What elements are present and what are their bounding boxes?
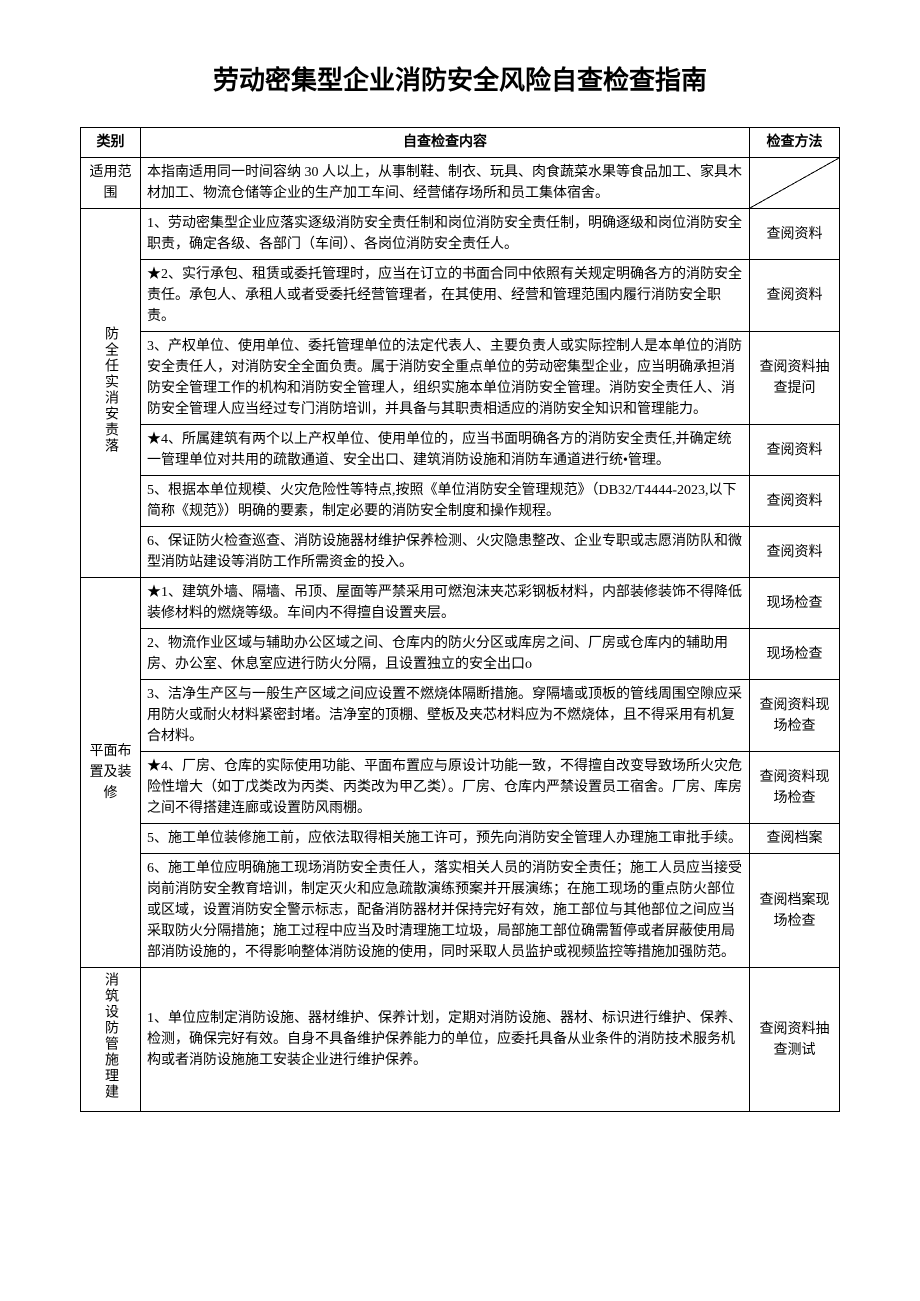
method-cell: 查阅档案 (750, 824, 840, 854)
table-row: 6、保证防火检查巡查、消防设施器材维护保养检测、火灾隐患整改、企业专职或志愿消防… (81, 527, 840, 578)
header-method: 检查方法 (750, 128, 840, 158)
table-row: ★4、所属建筑有两个以上产权单位、使用单位的，应当书面明确各方的消防安全责任,并… (81, 425, 840, 476)
category-cell: 消筑设防管施理建 (81, 968, 141, 1112)
table-row: ★2、实行承包、租赁或委托管理时，应当在订立的书面合同中依照有关规定明确各方的消… (81, 260, 840, 332)
content-cell: ★1、建筑外墙、隔墙、吊顶、屋面等严禁采用可燃泡沫夹芯彩钢板材料，内部装修装饰不… (141, 578, 750, 629)
method-cell: 查阅资料 (750, 260, 840, 332)
table-row: 防全任实消安责落1、劳动密集型企业应落实逐级消防安全责任制和岗位消防安全责任制，… (81, 209, 840, 260)
method-cell: 查阅资料 (750, 425, 840, 476)
method-cell: 现场检查 (750, 578, 840, 629)
content-cell: 6、施工单位应明确施工现场消防安全责任人，落实相关人员的消防安全责任；施工人员应… (141, 854, 750, 968)
content-cell: ★4、所属建筑有两个以上产权单位、使用单位的，应当书面明确各方的消防安全责任,并… (141, 425, 750, 476)
header-category: 类别 (81, 128, 141, 158)
category-label: 消筑设防管施理建 (100, 972, 121, 1100)
content-cell: ★2、实行承包、租赁或委托管理时，应当在订立的书面合同中依照有关规定明确各方的消… (141, 260, 750, 332)
method-cell: 查阅资料 (750, 209, 840, 260)
content-cell: 本指南适用同一时间容纳 30 人以上，从事制鞋、制衣、玩具、肉食蔬菜水果等食品加… (141, 158, 750, 209)
method-cell: 查阅资料抽查提问 (750, 332, 840, 425)
content-cell: 3、产权单位、使用单位、委托管理单位的法定代表人、主要负责人或实际控制人是本单位… (141, 332, 750, 425)
table-row: 6、施工单位应明确施工现场消防安全责任人，落实相关人员的消防安全责任；施工人员应… (81, 854, 840, 968)
table-row: 5、施工单位装修施工前，应依法取得相关施工许可，预先向消防安全管理人办理施工审批… (81, 824, 840, 854)
category-label: 防全任实消安责落 (100, 326, 121, 454)
content-cell: 6、保证防火检查巡查、消防设施器材维护保养检测、火灾隐患整改、企业专职或志愿消防… (141, 527, 750, 578)
category-cell: 防全任实消安责落 (81, 209, 141, 578)
content-cell: 2、物流作业区域与辅助办公区域之间、仓库内的防火分区或库房之间、厂房或仓库内的辅… (141, 629, 750, 680)
content-cell: 3、洁净生产区与一般生产区域之间应设置不燃烧体隔断措施。穿隔墙或顶板的管线周围空… (141, 680, 750, 752)
table-header-row: 类别 自查检查内容 检查方法 (81, 128, 840, 158)
method-cell: 现场检查 (750, 629, 840, 680)
table-body: 适用范围本指南适用同一时间容纳 30 人以上，从事制鞋、制衣、玩具、肉食蔬菜水果… (81, 158, 840, 1112)
header-content: 自查检查内容 (141, 128, 750, 158)
content-cell: 1、劳动密集型企业应落实逐级消防安全责任制和岗位消防安全责任制，明确逐级和岗位消… (141, 209, 750, 260)
table-row: 3、洁净生产区与一般生产区域之间应设置不燃烧体隔断措施。穿隔墙或顶板的管线周围空… (81, 680, 840, 752)
method-cell: 查阅档案现场检查 (750, 854, 840, 968)
method-cell: 查阅资料现场检查 (750, 680, 840, 752)
content-cell: 1、单位应制定消防设施、器材维护、保养计划，定期对消防设施、器材、标识进行维护、… (141, 968, 750, 1112)
inspection-table: 类别 自查检查内容 检查方法 适用范围本指南适用同一时间容纳 30 人以上，从事… (80, 127, 840, 1112)
table-row: 平面布置及装修★1、建筑外墙、隔墙、吊顶、屋面等严禁采用可燃泡沫夹芯彩钢板材料，… (81, 578, 840, 629)
content-cell: 5、根据本单位规模、火灾危险性等特点,按照《单位消防安全管理规范》（DB32/T… (141, 476, 750, 527)
method-cell: 查阅资料现场检查 (750, 752, 840, 824)
method-cell: 查阅资料 (750, 527, 840, 578)
table-row: ★4、厂房、仓库的实际使用功能、平面布置应与原设计功能一致，不得擅自改变导致场所… (81, 752, 840, 824)
method-cell (750, 158, 840, 209)
category-cell: 平面布置及装修 (81, 578, 141, 968)
method-cell: 查阅资料 (750, 476, 840, 527)
table-row: 3、产权单位、使用单位、委托管理单位的法定代表人、主要负责人或实际控制人是本单位… (81, 332, 840, 425)
page-title: 劳动密集型企业消防安全风险自查检查指南 (80, 60, 840, 97)
table-row: 适用范围本指南适用同一时间容纳 30 人以上，从事制鞋、制衣、玩具、肉食蔬菜水果… (81, 158, 840, 209)
category-cell: 适用范围 (81, 158, 141, 209)
table-row: 消筑设防管施理建 1、单位应制定消防设施、器材维护、保养计划，定期对消防设施、器材… (81, 968, 840, 1112)
table-row: 5、根据本单位规模、火灾危险性等特点,按照《单位消防安全管理规范》（DB32/T… (81, 476, 840, 527)
content-cell: 5、施工单位装修施工前，应依法取得相关施工许可，预先向消防安全管理人办理施工审批… (141, 824, 750, 854)
table-row: 2、物流作业区域与辅助办公区域之间、仓库内的防火分区或库房之间、厂房或仓库内的辅… (81, 629, 840, 680)
content-cell: ★4、厂房、仓库的实际使用功能、平面布置应与原设计功能一致，不得擅自改变导致场所… (141, 752, 750, 824)
method-cell: 查阅资料抽查测试 (750, 968, 840, 1112)
